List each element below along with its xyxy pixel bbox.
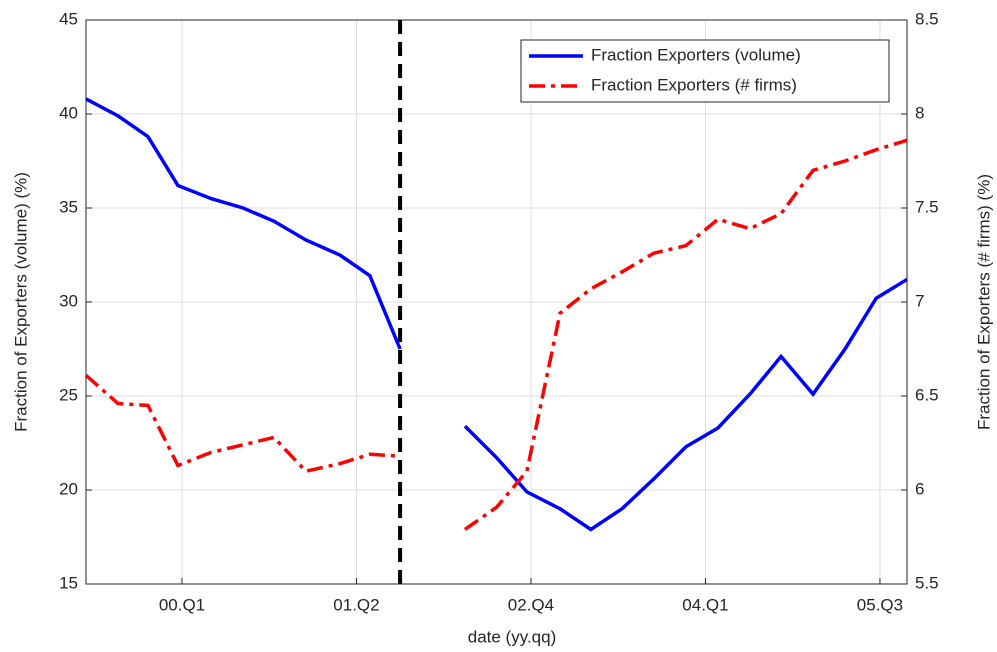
y-tick-label: 35 [59, 197, 78, 216]
y2-tick-label: 6 [915, 479, 924, 498]
y2-tick-label: 5.5 [915, 573, 939, 592]
y-tick-label: 40 [59, 103, 78, 122]
y-tick-label: 45 [59, 9, 78, 28]
y2-axis-label: Fraction of Exporters (# firms) (%) [974, 174, 993, 430]
x-tick-label: 05.Q3 [857, 595, 903, 614]
y-tick-label: 15 [59, 573, 78, 592]
plot-frame [85, 19, 908, 585]
x-tick-label: 04.Q1 [682, 595, 728, 614]
series-line [84, 138, 908, 531]
series-line [85, 97, 908, 532]
x-tick-label: 01.Q2 [333, 595, 379, 614]
y2-tick-label: 7.5 [915, 197, 939, 216]
legend-box [520, 39, 890, 103]
x-tick-label: 00.Q1 [159, 595, 205, 614]
y2-tick-label: 6.5 [915, 385, 939, 404]
x-tick-label: 02.Q4 [508, 595, 554, 614]
y2-tick-label: 7 [915, 291, 924, 310]
y2-tick-label: 8.5 [915, 9, 939, 28]
y-tick-label: 20 [59, 479, 78, 498]
y-axis-label: Fraction of Exporters (volume) (%) [11, 172, 30, 432]
legend-label: Fraction Exporters (volume) [591, 45, 801, 64]
x-axis-label: date (yy.qq) [468, 627, 557, 646]
y-tick-label: 25 [59, 385, 78, 404]
y-tick-label: 30 [59, 291, 78, 310]
y2-tick-label: 8 [915, 103, 924, 122]
legend-label: Fraction Exporters (# firms) [591, 75, 797, 94]
